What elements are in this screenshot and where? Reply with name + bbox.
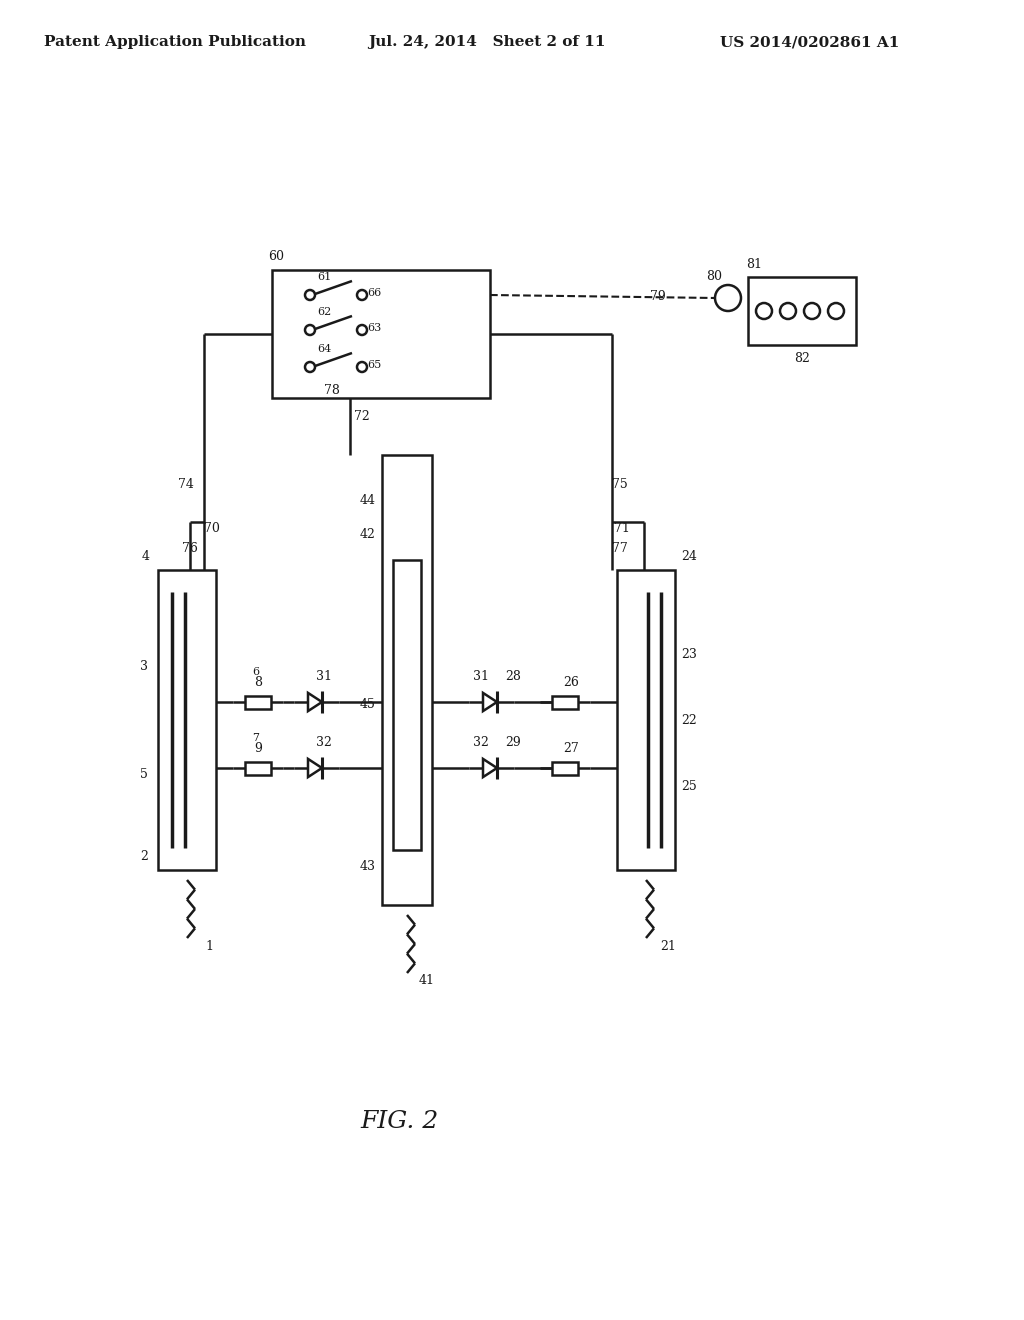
Bar (552, 762, 578, 775)
Text: 24: 24 (681, 549, 697, 562)
Circle shape (357, 362, 367, 372)
Bar (245, 762, 271, 775)
Text: 5: 5 (140, 767, 147, 780)
Text: 28: 28 (505, 669, 521, 682)
Polygon shape (483, 759, 497, 777)
Text: 41: 41 (419, 974, 435, 987)
Text: 82: 82 (794, 352, 810, 366)
Text: 66: 66 (367, 288, 381, 298)
Text: 8: 8 (254, 676, 262, 689)
Text: 81: 81 (746, 257, 762, 271)
Bar (617, 570, 675, 870)
Text: 22: 22 (681, 714, 697, 726)
Text: 64: 64 (316, 345, 331, 354)
Bar (748, 277, 856, 345)
Text: 65: 65 (367, 360, 381, 370)
Polygon shape (308, 693, 322, 711)
Circle shape (357, 290, 367, 300)
Text: 78: 78 (324, 384, 340, 396)
Circle shape (305, 290, 315, 300)
Text: 43: 43 (360, 861, 376, 874)
Polygon shape (483, 693, 497, 711)
Text: 74: 74 (178, 479, 194, 491)
Text: 31: 31 (316, 669, 332, 682)
Text: 79: 79 (650, 289, 666, 302)
Bar (245, 696, 271, 709)
Text: 70: 70 (204, 521, 220, 535)
Polygon shape (308, 759, 322, 777)
Text: 2: 2 (140, 850, 147, 862)
Circle shape (804, 304, 820, 319)
Bar (382, 455, 432, 906)
Circle shape (828, 304, 844, 319)
Text: 60: 60 (268, 249, 284, 263)
Bar (272, 271, 490, 399)
Text: Patent Application Publication: Patent Application Publication (44, 36, 306, 49)
Circle shape (715, 285, 741, 312)
Text: 32: 32 (473, 735, 488, 748)
Circle shape (756, 304, 772, 319)
Circle shape (305, 325, 315, 335)
Text: 4: 4 (142, 549, 150, 562)
Bar (552, 696, 578, 709)
Text: 31: 31 (473, 669, 489, 682)
Text: 23: 23 (681, 648, 697, 660)
Text: FIG. 2: FIG. 2 (360, 1110, 439, 1134)
Text: 1: 1 (205, 940, 213, 953)
Text: 32: 32 (316, 735, 332, 748)
Bar (158, 570, 216, 870)
Text: 62: 62 (316, 308, 331, 317)
Bar (393, 560, 421, 850)
Circle shape (357, 325, 367, 335)
Text: US 2014/0202861 A1: US 2014/0202861 A1 (720, 36, 900, 49)
Circle shape (780, 304, 796, 319)
Text: 77: 77 (612, 541, 628, 554)
Text: 76: 76 (182, 541, 198, 554)
Text: 42: 42 (360, 528, 376, 541)
Text: 72: 72 (354, 409, 370, 422)
Text: 45: 45 (360, 698, 376, 711)
Text: 9: 9 (254, 742, 262, 755)
Text: 25: 25 (681, 780, 697, 792)
Text: 61: 61 (316, 272, 331, 282)
Text: 21: 21 (660, 940, 676, 953)
Text: 80: 80 (706, 269, 722, 282)
Text: 3: 3 (140, 660, 148, 672)
Text: 75: 75 (612, 479, 628, 491)
Text: 26: 26 (563, 676, 579, 689)
Text: 44: 44 (360, 494, 376, 507)
Text: 71: 71 (614, 521, 630, 535)
Text: Jul. 24, 2014   Sheet 2 of 11: Jul. 24, 2014 Sheet 2 of 11 (369, 36, 606, 49)
Text: 29: 29 (505, 735, 521, 748)
Text: 63: 63 (367, 323, 381, 333)
Circle shape (305, 362, 315, 372)
Text: 7: 7 (253, 733, 259, 743)
Text: 6: 6 (253, 667, 259, 677)
Text: 27: 27 (563, 742, 579, 755)
